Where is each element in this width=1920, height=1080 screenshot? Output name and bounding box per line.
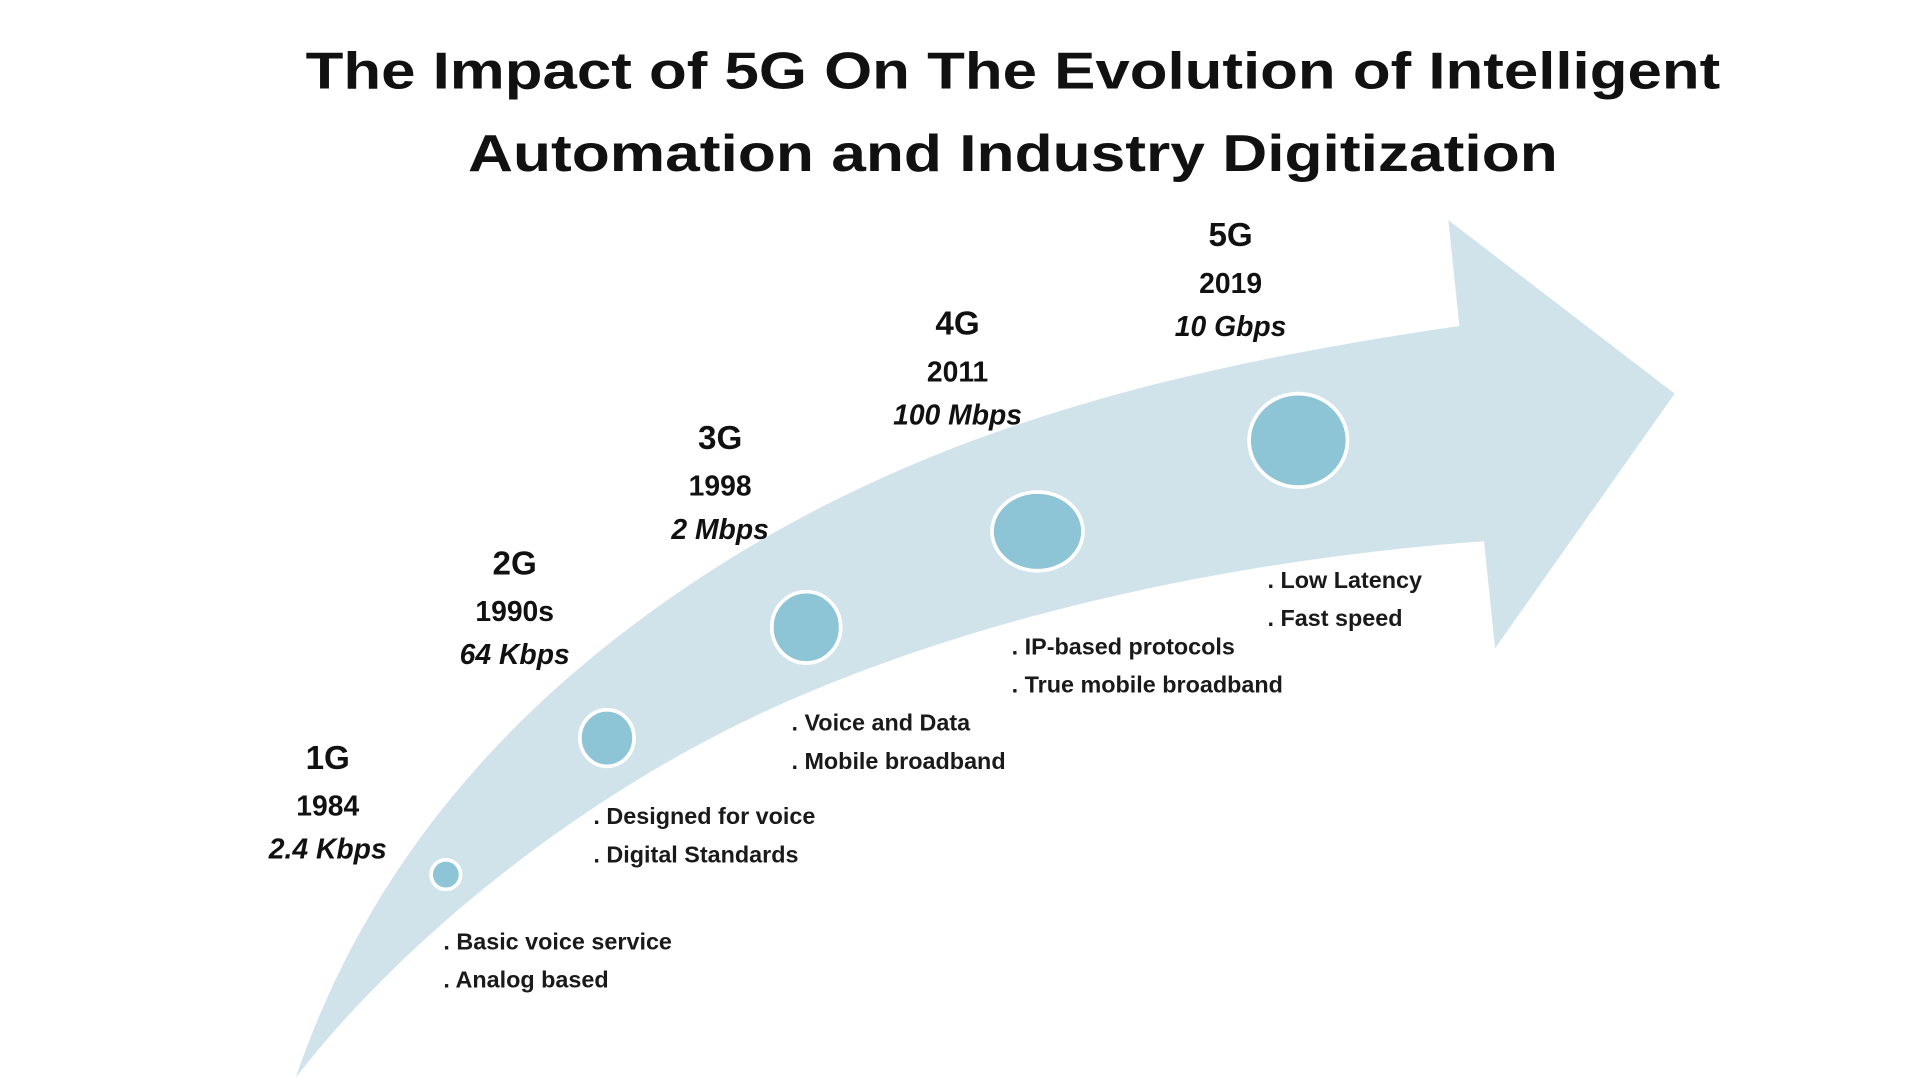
- generation-speed: 10 Gbps: [1175, 310, 1287, 342]
- generation-speed: 100 Mbps: [893, 398, 1022, 430]
- title-line-1: The Impact of 5G On The Evolution of Int…: [306, 42, 1721, 100]
- feature-item: . Designed for voice: [593, 803, 815, 829]
- generation-name: 5G: [1208, 217, 1252, 254]
- node-3g: [769, 589, 843, 665]
- node-1g: [429, 857, 463, 892]
- generation-speed: 2.4 Kbps: [268, 833, 387, 865]
- feature-item: . Fast speed: [1268, 605, 1403, 631]
- feature-item: . Voice and Data: [791, 710, 971, 736]
- generation-year: 2011: [927, 355, 988, 387]
- node-5g: [1247, 391, 1350, 489]
- generation-year: 1990s: [475, 595, 554, 627]
- feature-item: . Mobile broadband: [791, 748, 1005, 774]
- node-4g: [990, 490, 1085, 573]
- generation-speed: 2 Mbps: [670, 513, 768, 545]
- feature-item: . Analog based: [443, 967, 608, 993]
- feature-item: . True mobile broadband: [1012, 672, 1283, 698]
- generation-year: 1984: [296, 790, 359, 822]
- generation-name: 4G: [935, 306, 979, 343]
- feature-item: . Low Latency: [1268, 567, 1422, 593]
- generation-year: 1998: [689, 470, 752, 502]
- generation-name: 1G: [306, 740, 350, 777]
- feature-item: . Digital Standards: [593, 841, 798, 867]
- node-2g: [578, 707, 636, 769]
- generation-year: 2019: [1199, 267, 1262, 299]
- feature-item: . Basic voice service: [443, 929, 672, 955]
- feature-item: . IP-based protocols: [1012, 633, 1235, 659]
- generation-name: 3G: [698, 420, 742, 457]
- title-line-2: Automation and Industry Digitization: [468, 124, 1558, 182]
- generation-speed: 64 Kbps: [460, 638, 570, 670]
- generation-name: 2G: [493, 545, 537, 582]
